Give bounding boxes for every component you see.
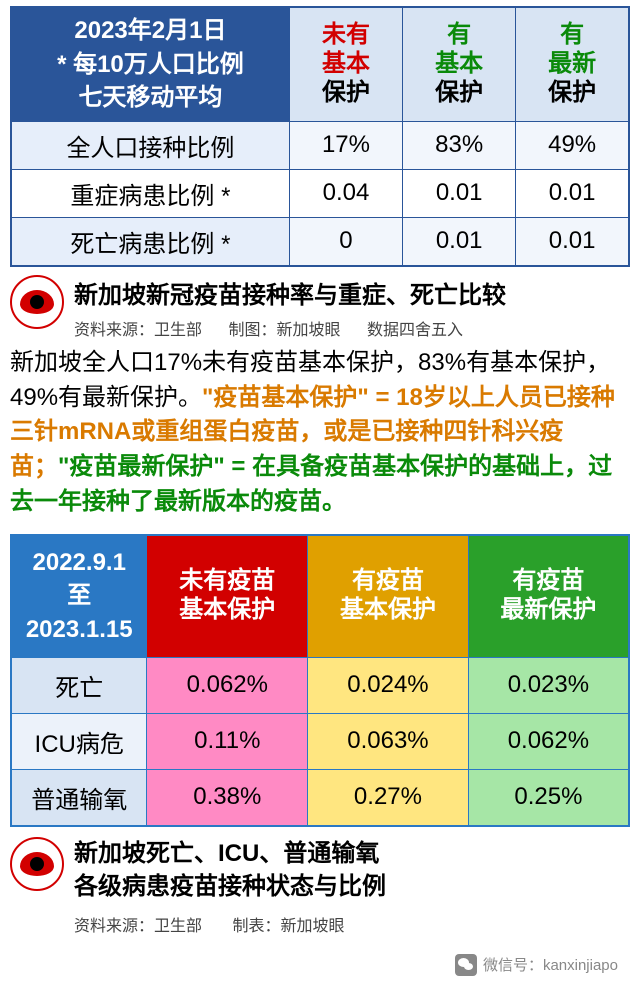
t2-r2-v2: 0.063%: [308, 713, 469, 769]
t1-col-has-latest: 有 最新 保护: [516, 7, 629, 121]
t1-r1-v3: 49%: [516, 121, 629, 169]
table-row: ICU病危 0.11% 0.063% 0.062%: [11, 713, 629, 769]
table-row: 死亡 0.062% 0.024% 0.023%: [11, 657, 629, 713]
caption1-meta3: 数据四舍五入: [367, 322, 463, 339]
explanatory-paragraph: 新加坡全人口17%未有疫苗基本保护，83%有基本保护，49%有最新保护。"疫苗基…: [10, 346, 630, 520]
t1-r2-v2: 0.01: [403, 169, 516, 217]
caption2-meta1: 资料来源：卫生部: [74, 918, 202, 935]
t1-r1-label: 全人口接种比例: [11, 121, 289, 169]
wechat-id-label: 微信号：kanxinjiapo: [483, 954, 618, 975]
t2-hl-l1: 2022.9.1: [14, 546, 144, 580]
t1-header-left: 2023年2月1日 * 每10万人口比例 七天移动平均: [11, 7, 289, 121]
t2-r3-label: 普通输氧: [11, 769, 147, 826]
wechat-icon: [455, 954, 477, 976]
table-row: 死亡病患比例 * 0 0.01 0.01: [11, 217, 629, 266]
vaccination-rate-table: 2023年2月1日 * 每10万人口比例 七天移动平均 未有 基本 保护 有 基…: [10, 6, 630, 267]
caption1-meta2: 制图：新加坡眼: [228, 322, 340, 339]
t1-r2-v1: 0.04: [289, 169, 402, 217]
table-row: 普通输氧 0.38% 0.27% 0.25%: [11, 769, 629, 826]
t2-r1-v1: 0.062%: [147, 657, 308, 713]
t1-hl-l1: 2023年2月1日: [16, 14, 285, 48]
t2-r2-v1: 0.11%: [147, 713, 308, 769]
t2-col-has-basic: 有疫苗 基本保护: [308, 535, 469, 657]
t1-hl-l3: 七天移动平均: [16, 81, 285, 115]
t1-col-no-basic: 未有 基本 保护: [289, 7, 402, 121]
t2-hl-l2: 至: [14, 579, 144, 613]
t2-r3-v3: 0.25%: [468, 769, 629, 826]
brand-logo-icon: [10, 275, 64, 329]
t1-r3-v3: 0.01: [516, 217, 629, 266]
t1-r3-label: 死亡病患比例 *: [11, 217, 289, 266]
caption1-meta: 资料来源：卫生部 制图：新加坡眼 数据四舍五入: [74, 316, 630, 340]
footer: 微信号：kanxinjiapo: [10, 942, 630, 976]
caption1-meta1: 资料来源：卫生部: [74, 322, 202, 339]
t2-r3-v1: 0.38%: [147, 769, 308, 826]
t2-r2-label: ICU病危: [11, 713, 147, 769]
caption1-title: 新加坡新冠疫苗接种率与重症、死亡比较: [74, 275, 630, 310]
t1-r2-label: 重症病患比例 *: [11, 169, 289, 217]
caption-block-2: 新加坡死亡、ICU、普通输氧 各级病患疫苗接种状态与比例 资料来源：卫生部 制表…: [10, 837, 630, 936]
t1-r1-v1: 17%: [289, 121, 402, 169]
t2-r1-label: 死亡: [11, 657, 147, 713]
t1-r3-v2: 0.01: [403, 217, 516, 266]
caption2-meta2: 制表：新加坡眼: [232, 918, 344, 935]
t1-r3-v1: 0: [289, 217, 402, 266]
t2-r2-v3: 0.062%: [468, 713, 629, 769]
caption2-meta: 资料来源：卫生部 制表：新加坡眼: [74, 912, 630, 936]
t2-r1-v2: 0.024%: [308, 657, 469, 713]
caption2-title: 新加坡死亡、ICU、普通输氧 各级病患疫苗接种状态与比例: [74, 837, 630, 904]
t2-r3-v2: 0.27%: [308, 769, 469, 826]
t2-col-no-basic: 未有疫苗 基本保护: [147, 535, 308, 657]
table-row: 全人口接种比例 17% 83% 49%: [11, 121, 629, 169]
t2-r1-v3: 0.023%: [468, 657, 629, 713]
caption-block-1: 新加坡新冠疫苗接种率与重症、死亡比较 资料来源：卫生部 制图：新加坡眼 数据四舍…: [10, 275, 630, 340]
t2-hl-l3: 2023.1.15: [14, 613, 144, 647]
para-green: "疫苗最新保护" = 在具备疫苗基本保护的基础上，过去一年接种了最新版本的疫苗。: [10, 453, 612, 515]
brand-logo-icon: [10, 837, 64, 891]
t2-col-has-latest: 有疫苗 最新保护: [468, 535, 629, 657]
t1-col-has-basic: 有 基本 保护: [403, 7, 516, 121]
t1-r1-v2: 83%: [403, 121, 516, 169]
t1-hl-l2: * 每10万人口比例: [16, 48, 285, 82]
t1-r2-v3: 0.01: [516, 169, 629, 217]
t2-header-left: 2022.9.1 至 2023.1.15: [11, 535, 147, 657]
table-row: 重症病患比例 * 0.04 0.01 0.01: [11, 169, 629, 217]
outcome-rate-table: 2022.9.1 至 2023.1.15 未有疫苗 基本保护 有疫苗 基本保护 …: [10, 534, 630, 827]
